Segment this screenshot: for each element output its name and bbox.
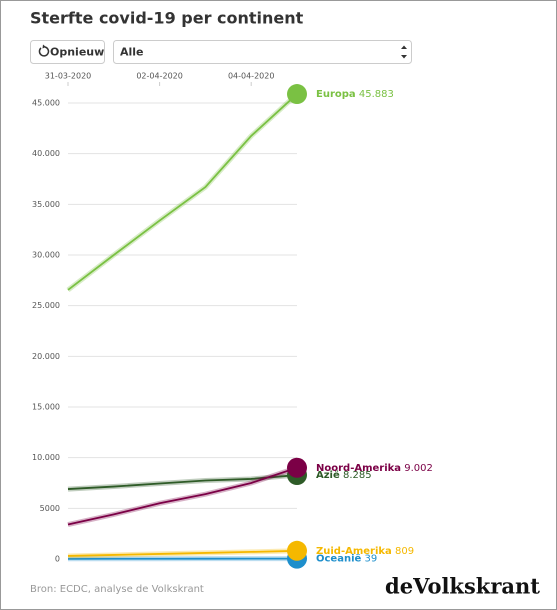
logo: deVolkskrant xyxy=(385,574,540,599)
y-tick-label: 10.000 xyxy=(32,453,60,462)
select-label[interactable]: Alle xyxy=(120,46,144,59)
button-frame[interactable] xyxy=(30,40,105,64)
button-label[interactable]: Opnieuw xyxy=(50,46,104,59)
end-dot xyxy=(287,540,307,561)
end-label: Europa 45.883 xyxy=(316,89,394,100)
series-name: Oceanië xyxy=(316,554,362,565)
reload-arrow xyxy=(42,44,46,49)
end-dot xyxy=(287,84,307,105)
value-label: 39 xyxy=(364,554,377,565)
end-dot xyxy=(287,457,307,478)
x-tick-label: 02-04-2020 xyxy=(136,72,183,81)
line xyxy=(67,466,298,526)
x-tick-label: 31-03-2020 xyxy=(45,72,92,81)
reload-icon xyxy=(38,46,50,57)
y-tick-label: 0 xyxy=(55,555,60,564)
select-frame[interactable] xyxy=(113,40,412,64)
end-label: Zuid-Amerika 809 xyxy=(316,546,414,557)
value-label: 9.002 xyxy=(404,463,433,474)
chart-title: Sterfte covid-19 per continent xyxy=(30,9,304,28)
source: Bron: ECDC, analyse de Volkskrant xyxy=(30,584,204,595)
value-label: 8.285 xyxy=(343,470,372,481)
y-tick-label: 45.000 xyxy=(32,99,60,108)
series-name: Zuid-Amerika xyxy=(316,546,392,557)
select[interactable]: Alle xyxy=(113,40,412,64)
line xyxy=(67,474,298,490)
line xyxy=(67,93,298,291)
y-tick-label: 15.000 xyxy=(32,403,60,412)
end-label: Noord-Amerika 9.002 xyxy=(316,463,433,474)
select-arrows xyxy=(401,45,407,59)
reset-button[interactable]: Opnieuw xyxy=(30,40,105,64)
series-name: Azië xyxy=(316,470,340,481)
value-label: 45.883 xyxy=(359,89,394,100)
y-tick-label: 5000 xyxy=(40,504,60,513)
y-tick-label: 35.000 xyxy=(32,200,60,209)
y-tick-label: 20.000 xyxy=(32,352,60,361)
series-name: Europa xyxy=(316,89,356,100)
value-label: 809 xyxy=(395,546,414,557)
line xyxy=(67,549,298,557)
y-tick-label: 25.000 xyxy=(32,301,60,310)
y-tick-label: 30.000 xyxy=(32,251,60,260)
end-label: Azië 8.285 xyxy=(316,470,372,481)
x-tick-label: 04-04-2020 xyxy=(228,72,275,81)
y-tick-label: 40.000 xyxy=(32,149,60,158)
series-name: Noord-Amerika xyxy=(316,463,401,474)
end-label: Oceanië 39 xyxy=(316,554,377,565)
